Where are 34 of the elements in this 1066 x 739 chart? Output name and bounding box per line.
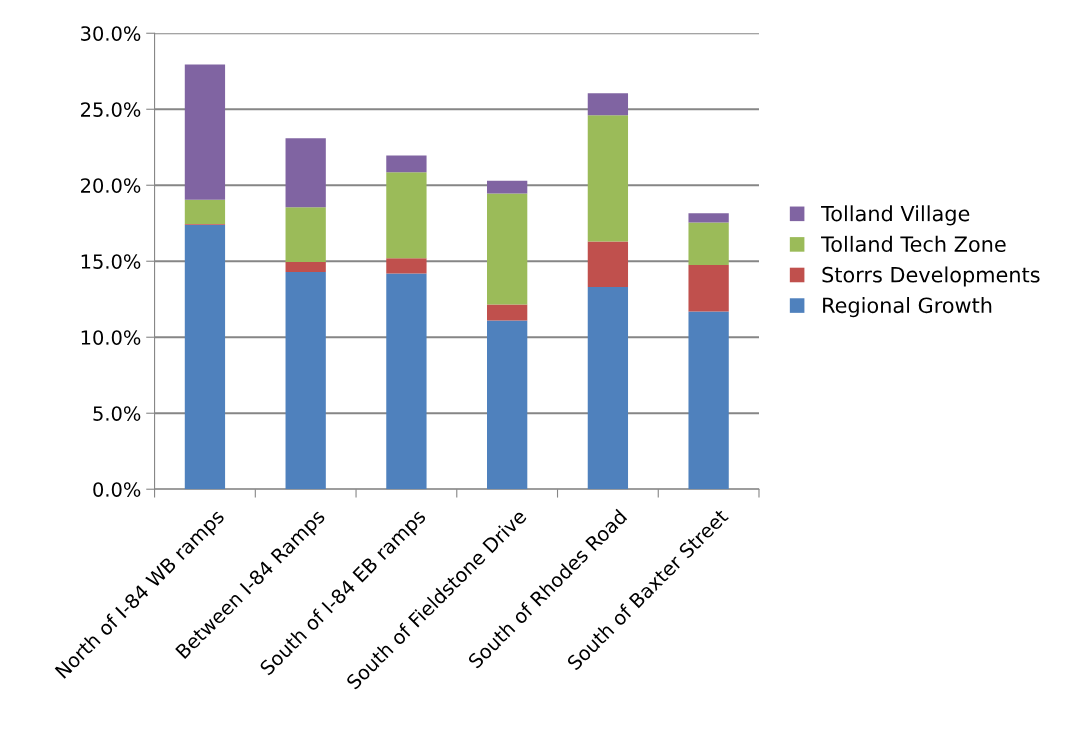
bar <box>487 320 528 490</box>
bar <box>386 258 427 274</box>
bar <box>285 207 326 262</box>
y-tick-label: 20.0% <box>81 178 141 193</box>
y-tick-label: 10.0% <box>81 330 141 345</box>
bar <box>285 138 326 208</box>
bar <box>487 180 528 194</box>
bar <box>386 273 427 490</box>
legend-label: Regional Growth <box>823 297 992 318</box>
y-tick-label: 5.0% <box>93 406 141 421</box>
bar <box>285 262 326 272</box>
bar <box>386 172 427 259</box>
bar <box>184 224 226 490</box>
bar <box>688 213 729 223</box>
bar <box>184 64 226 200</box>
bar <box>487 193 528 305</box>
y-tick-label: 30.0% <box>81 26 141 41</box>
bar <box>285 271 326 490</box>
bar <box>487 304 528 321</box>
bar <box>688 222 729 266</box>
legend-label: Storrs Developments <box>822 266 1040 287</box>
bar <box>587 241 629 288</box>
legend-label: Tolland Tech Zone <box>821 235 1006 252</box>
bar <box>184 199 226 224</box>
y-tick-label: 25.0% <box>81 102 141 117</box>
bar <box>386 155 427 173</box>
bar <box>587 287 629 490</box>
y-tick-label: 0.0% <box>93 482 141 497</box>
bar <box>688 311 729 490</box>
bar <box>587 93 629 116</box>
y-tick-label: 15.0% <box>81 254 141 269</box>
legend-label: Tolland Village <box>821 205 970 226</box>
bar <box>587 115 629 242</box>
bar <box>688 265 729 312</box>
